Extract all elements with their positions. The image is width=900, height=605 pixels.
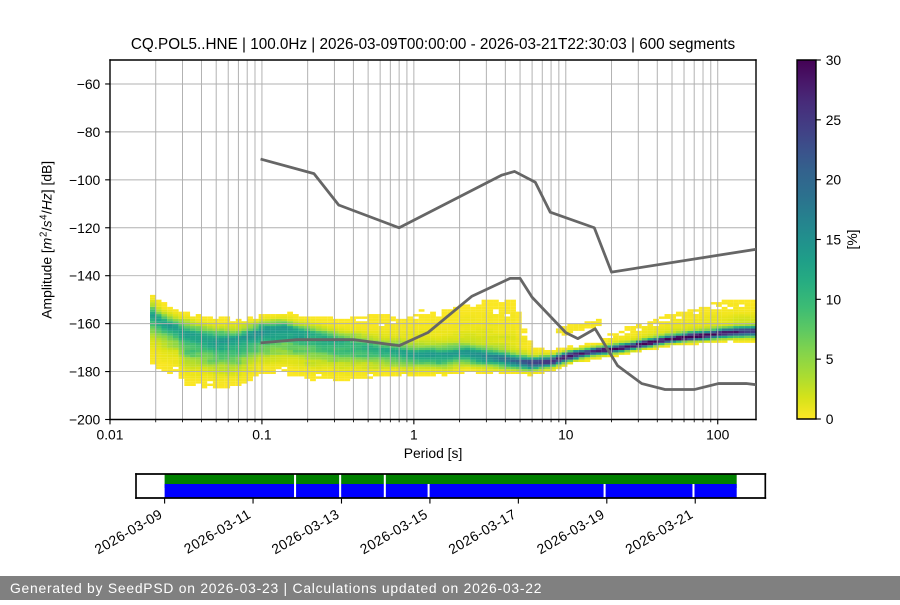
svg-text:10: 10: [558, 426, 574, 442]
svg-text:−140: −140: [69, 268, 101, 284]
svg-text:−80: −80: [77, 124, 101, 140]
svg-text:CQ.POL5..HNE | 100.0Hz | 2026-: CQ.POL5..HNE | 100.0Hz | 2026-03-09T00:0…: [131, 36, 736, 53]
svg-text:1: 1: [410, 426, 418, 442]
svg-text:−100: −100: [69, 172, 101, 188]
svg-text:Generated by SeedPSD on 2026-0: Generated by SeedPSD on 2026-03-23 | Cal…: [10, 580, 542, 596]
svg-text:25: 25: [826, 112, 842, 128]
svg-text:100: 100: [706, 426, 729, 442]
svg-text:10: 10: [826, 291, 842, 307]
svg-text:−160: −160: [69, 316, 101, 332]
svg-text:0: 0: [826, 411, 834, 427]
svg-text:Period [s]: Period [s]: [404, 445, 463, 461]
svg-text:20: 20: [826, 172, 842, 188]
svg-text:5: 5: [826, 351, 834, 367]
svg-text:A m p l: A m p l i t u d e [ / / ] [ d B ] m s H …: [26, 155, 56, 319]
svg-text:−120: −120: [69, 220, 101, 236]
svg-text:−200: −200: [69, 412, 101, 428]
svg-text:[%]: [%]: [844, 229, 860, 249]
svg-text:0.01: 0.01: [96, 426, 123, 442]
svg-text:0.1: 0.1: [252, 426, 272, 442]
svg-text:30: 30: [826, 52, 842, 68]
svg-text:−180: −180: [69, 364, 101, 380]
svg-text:15: 15: [826, 232, 842, 248]
svg-text:−60: −60: [77, 76, 101, 92]
